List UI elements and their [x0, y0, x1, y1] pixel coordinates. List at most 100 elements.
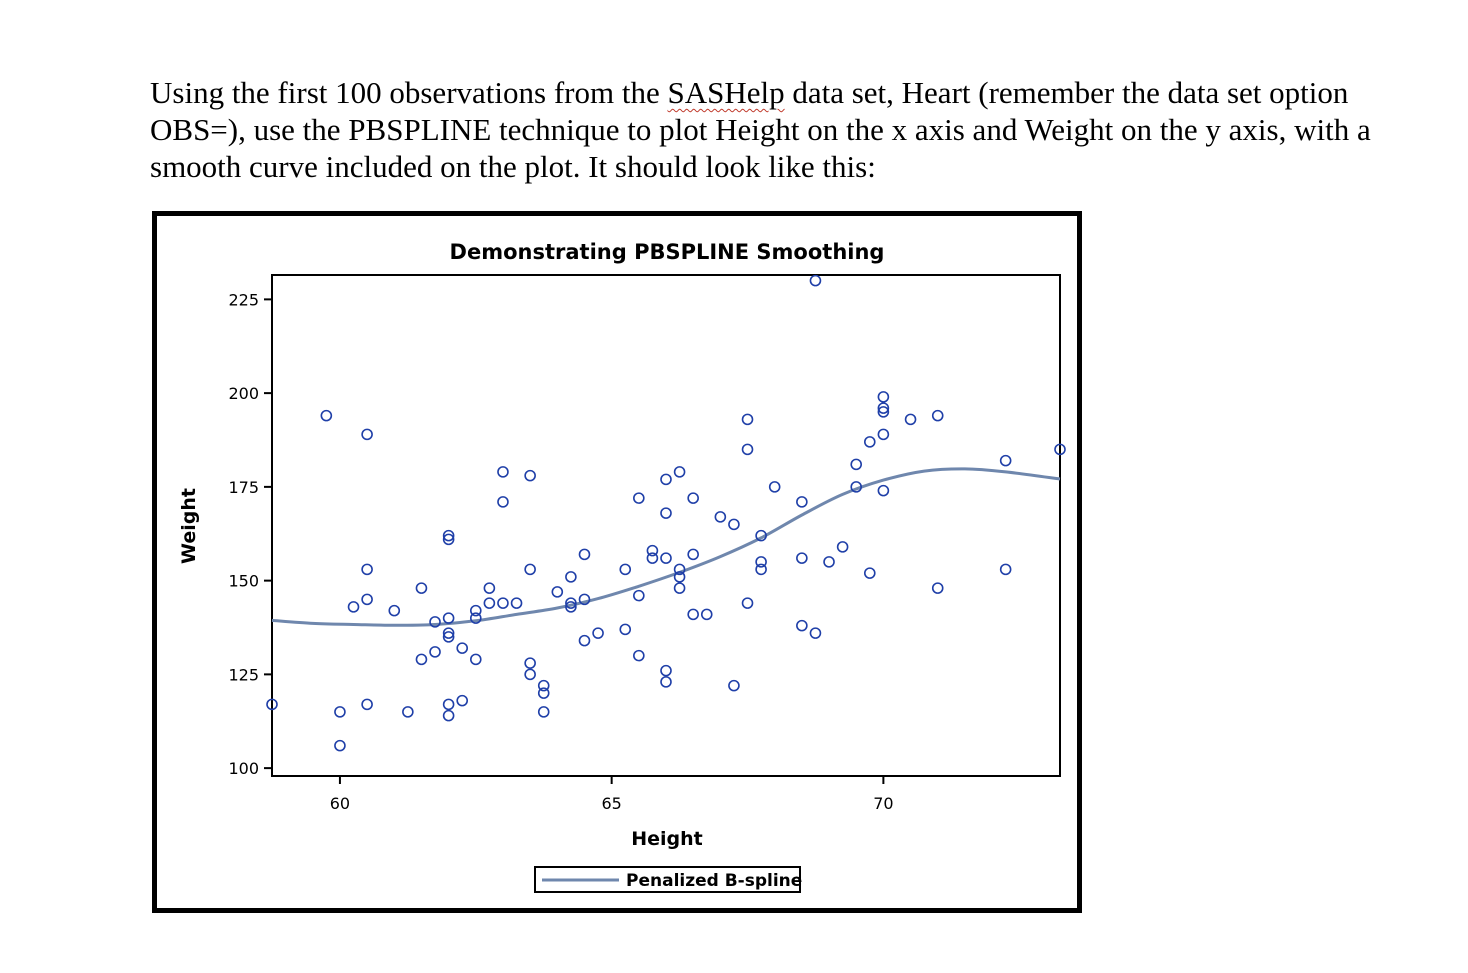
- data-point: [741, 443, 754, 456]
- chart-title: Demonstrating PBSPLINE Smoothing: [450, 240, 885, 264]
- data-point: [429, 646, 441, 658]
- data-point: [741, 597, 754, 609]
- y-axis-label: Weight: [178, 488, 200, 564]
- data-point: [469, 653, 482, 666]
- instructions-line-1: Using the first 100 observations from th…: [150, 74, 1450, 111]
- scatter-markers: [266, 274, 1066, 752]
- data-point: [510, 597, 523, 609]
- y-tick-label: 175: [228, 478, 259, 497]
- data-point: [646, 544, 659, 557]
- y-tick-label: 150: [228, 572, 259, 591]
- legend-label: Penalized B-spline: [626, 871, 802, 891]
- data-point: [687, 492, 699, 504]
- data-point: [578, 593, 591, 606]
- y-tick-label: 100: [228, 759, 259, 778]
- data-point: [660, 664, 672, 677]
- data-point: [537, 687, 550, 699]
- data-point: [904, 413, 917, 426]
- data-point: [863, 436, 876, 448]
- data-point: [619, 563, 632, 576]
- data-point: [402, 706, 414, 718]
- data-point: [755, 563, 767, 576]
- data-point: [877, 402, 890, 414]
- data-point: [578, 548, 591, 561]
- data-point: [823, 556, 835, 568]
- data-point: [592, 627, 604, 639]
- y-tick-label: 125: [228, 665, 259, 684]
- misspelled-word[interactable]: SASHelp: [667, 75, 785, 110]
- data-point: [999, 454, 1012, 467]
- data-point: [755, 529, 767, 542]
- data-point: [768, 481, 781, 493]
- x-axis: 60 65 70: [330, 776, 894, 813]
- data-point: [456, 642, 469, 654]
- data-point: [483, 582, 496, 594]
- data-point: [660, 473, 672, 486]
- data-point: [660, 552, 672, 564]
- data-point: [633, 492, 645, 504]
- data-point: [442, 612, 455, 624]
- data-point: [673, 582, 686, 594]
- data-point: [809, 274, 822, 287]
- instructions-text: Using the first 100 observations from th…: [150, 74, 1450, 185]
- data-point: [469, 604, 482, 617]
- x-tick-label: 65: [601, 794, 621, 813]
- data-point: [931, 409, 944, 422]
- instructions-line-1-start: Using the first 100 observations from th…: [150, 75, 668, 110]
- data-point: [429, 616, 441, 628]
- data-point: [700, 608, 713, 621]
- data-point: [442, 698, 455, 711]
- data-point: [728, 679, 740, 692]
- data-point: [537, 679, 550, 692]
- data-point: [633, 649, 645, 662]
- data-point: [877, 484, 890, 497]
- data-point: [524, 668, 536, 681]
- data-point: [497, 466, 509, 478]
- data-point: [673, 571, 686, 583]
- y-tick-label: 200: [228, 384, 259, 403]
- x-tick-label: 60: [330, 794, 350, 813]
- data-point: [741, 413, 754, 426]
- data-point: [442, 529, 455, 542]
- data-point: [796, 552, 808, 564]
- data-point: [442, 709, 455, 722]
- y-axis: 100 125 150 175 200 225: [228, 290, 272, 778]
- data-point: [415, 582, 428, 594]
- chart-svg: Demonstrating PBSPLINE Smoothing 1001251…: [178, 240, 1066, 893]
- data-point: [1054, 443, 1066, 456]
- data-point: [442, 631, 455, 643]
- data-point: [483, 597, 496, 609]
- data-point: [673, 466, 686, 478]
- x-axis-label: Height: [631, 828, 703, 850]
- data-point: [578, 634, 591, 647]
- data-point: [361, 698, 373, 711]
- data-point: [497, 496, 509, 508]
- data-point: [687, 548, 699, 561]
- data-point: [850, 458, 863, 471]
- data-point: [796, 619, 808, 632]
- instructions-line-1-end: data set, Heart (remember the data set o…: [784, 75, 1349, 110]
- data-point: [347, 601, 360, 613]
- data-point: [863, 567, 876, 579]
- data-point: [565, 601, 577, 613]
- data-point: [565, 571, 577, 583]
- y-tick-label: 225: [228, 290, 259, 309]
- data-point: [361, 428, 373, 441]
- data-point: [537, 706, 550, 718]
- data-point: [388, 604, 401, 617]
- data-point: [999, 563, 1012, 576]
- data-point: [551, 586, 564, 598]
- data-point: [442, 627, 455, 639]
- instructions-line-3: smooth curve included on the plot. It sh…: [150, 149, 876, 184]
- data-point: [619, 623, 632, 636]
- data-point: [755, 556, 767, 568]
- smooth-curve-line: [271, 467, 1061, 627]
- data-point: [442, 533, 455, 546]
- data-point: [931, 582, 944, 594]
- data-point: [728, 518, 740, 531]
- instructions-line-2: OBS=), use the PBSPLINE technique to plo…: [150, 112, 1371, 147]
- data-point: [524, 469, 536, 482]
- data-point: [266, 698, 278, 711]
- data-point: [415, 653, 428, 666]
- data-point: [469, 612, 482, 624]
